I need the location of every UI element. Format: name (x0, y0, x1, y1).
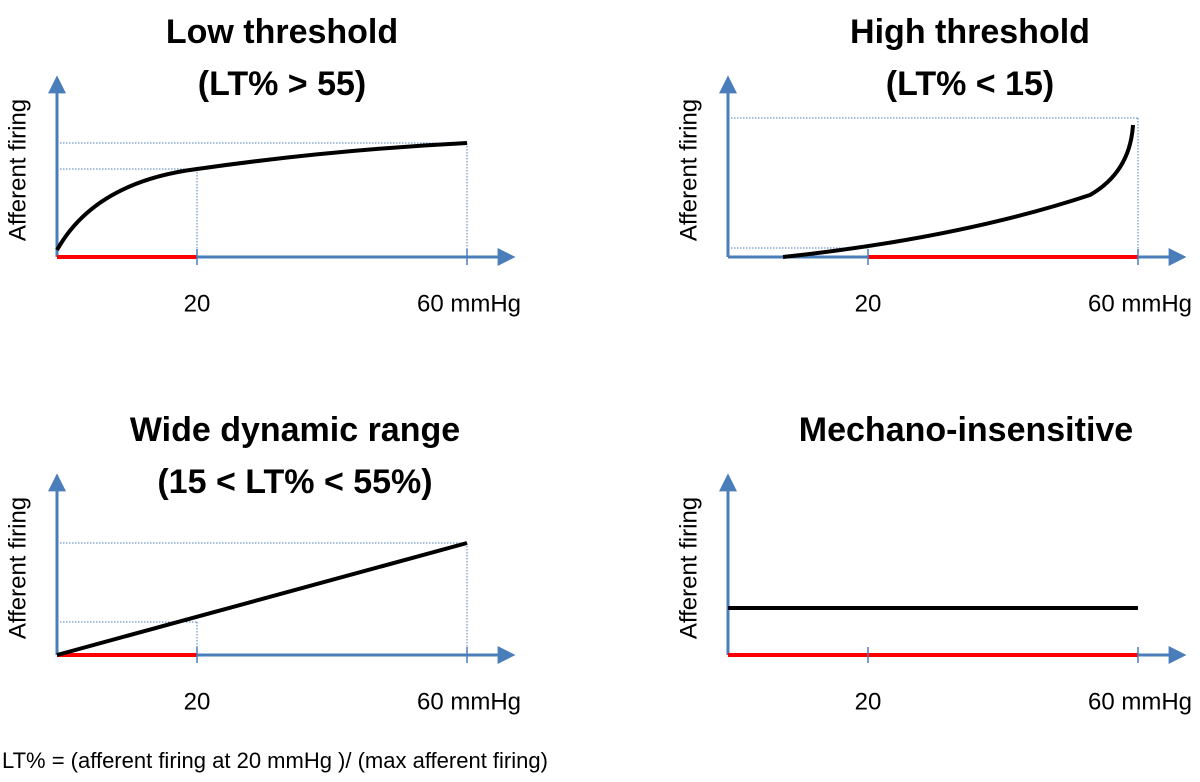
panel-title: High threshold (850, 13, 1090, 51)
response-curve (55, 141, 468, 251)
y-axis-label: Afferent firing (4, 99, 31, 241)
x-tick-label: 20 (184, 290, 211, 317)
x-tick-label: 20 (855, 290, 882, 317)
panel-title: Low threshold (166, 13, 398, 51)
y-axis-label: Afferent firing (675, 497, 702, 639)
panel-title: Mechano-insensitive (799, 411, 1133, 449)
panel-title: (LT% > 55) (198, 65, 366, 103)
panel-title: Wide dynamic range (130, 411, 460, 449)
x-tick-label: 60 mmHg (1088, 290, 1192, 317)
x-tick-label: 20 (855, 688, 882, 715)
x-tick-label: 60 mmHg (1088, 688, 1192, 715)
response-curve (56, 541, 468, 657)
panel-title: (15 < LT% < 55%) (157, 463, 432, 501)
y-axis-label: Afferent firing (675, 99, 702, 241)
panel-title: (LT% < 15) (886, 65, 1054, 103)
x-tick-label: 60 mmHg (417, 688, 521, 715)
y-axis-label: Afferent firing (4, 497, 31, 639)
footnote: LT% = (afferent firing at 20 mmHg )/ (ma… (2, 748, 548, 773)
response-curve (782, 124, 1135, 259)
x-tick-label: 60 mmHg (417, 290, 521, 317)
x-tick-label: 20 (184, 688, 211, 715)
